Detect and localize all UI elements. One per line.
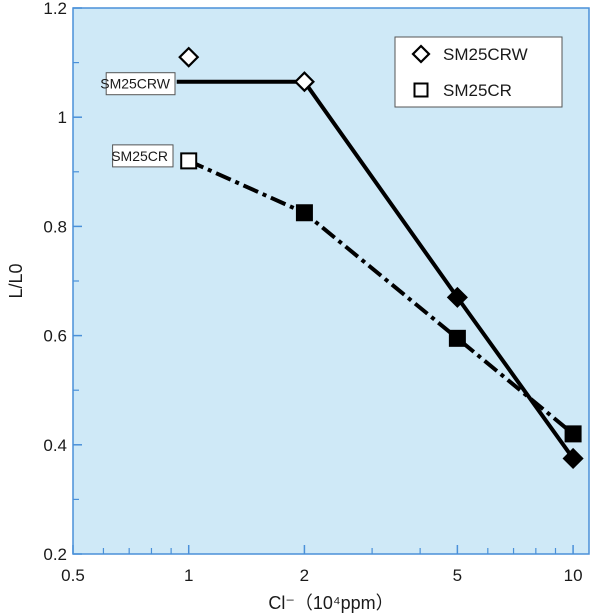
legend: SM25CRW SM25CR bbox=[394, 36, 563, 108]
callout-sm25crw-text: SM25CRW bbox=[100, 76, 171, 92]
series-line-sm25cr bbox=[187, 159, 575, 436]
data-point-sm25crw bbox=[293, 71, 315, 93]
legend-marker-sm25crw bbox=[411, 44, 431, 64]
y-tick-label: 0.4 bbox=[43, 436, 67, 455]
data-point-sm25cr bbox=[295, 204, 313, 222]
callout-sm25crw-box bbox=[105, 72, 176, 96]
data-point-sm25cr bbox=[180, 152, 198, 170]
x-tick-label: 2 bbox=[300, 566, 309, 585]
data-point-sm25crw bbox=[446, 286, 468, 308]
x-tick-label: 0.5 bbox=[61, 566, 85, 585]
series-markers bbox=[178, 46, 584, 470]
data-point-sm25cr bbox=[564, 425, 582, 443]
x-tick-label: 1 bbox=[184, 566, 193, 585]
data-point-sm25crw-initial bbox=[178, 46, 200, 68]
y-tick-label: 1 bbox=[58, 108, 67, 127]
y-axis-title: L/L0 bbox=[6, 263, 26, 298]
legend-label-sm25crw: SM25CRW bbox=[443, 45, 528, 64]
axis-tick-labels: 0.5 1 2 5 10 0.2 0.4 0.6 0.8 1 1.2 bbox=[43, 0, 582, 585]
legend-label-sm25cr: SM25CR bbox=[443, 81, 512, 100]
y-tick-label: 1.2 bbox=[43, 0, 67, 18]
axis-ticks bbox=[72, 7, 574, 555]
callout-sm25cr-text: SM25CR bbox=[111, 148, 168, 164]
data-point-sm25crw bbox=[562, 447, 584, 470]
callouts: SM25CRW SM25CR bbox=[100, 72, 176, 168]
callout-sm25crw: SM25CRW bbox=[100, 72, 176, 96]
callout-sm25cr: SM25CR bbox=[111, 144, 174, 168]
y-tick-label: 0.2 bbox=[43, 545, 67, 564]
data-point-sm25cr bbox=[448, 329, 466, 347]
legend-marker-sm25cr bbox=[413, 82, 429, 98]
x-tick-label: 5 bbox=[453, 566, 462, 585]
y-tick-label: 0.6 bbox=[43, 327, 67, 346]
x-tick-label: 10 bbox=[564, 566, 583, 585]
y-tick-label: 0.8 bbox=[43, 217, 67, 236]
callout-sm25cr-box bbox=[112, 144, 174, 168]
x-axis-title: Cl⁻（10⁴ppm） bbox=[268, 593, 393, 613]
